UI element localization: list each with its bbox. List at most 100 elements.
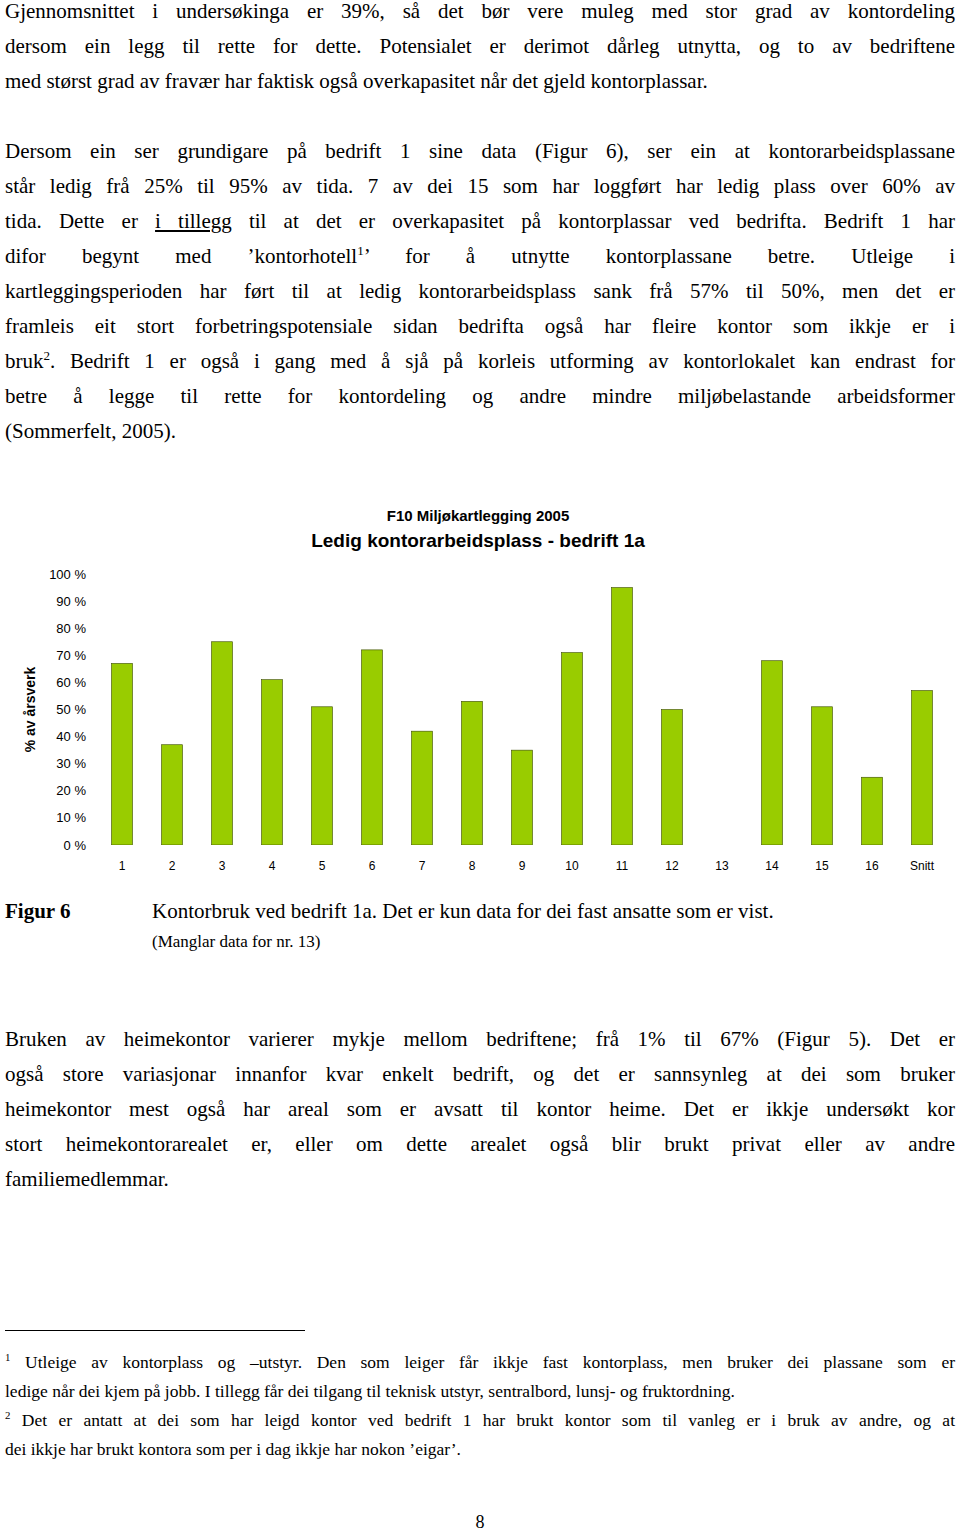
text-run: Gjennomsnittet i undersøkinga er 39%, så… [5, 0, 955, 23]
paragraph: Dersom ein ser grundigare på bedrift 1 s… [5, 134, 955, 449]
text-line: familiemedlemmar. [5, 1162, 955, 1197]
footnote-rule [5, 1330, 305, 1331]
text-run: stort heimekontorarealet er, eller om de… [5, 1132, 955, 1156]
footnote: 2 Det er antatt at dei som har leigd kon… [5, 1406, 955, 1464]
bar [762, 661, 783, 845]
text-run: Dersom ein ser grundigare på bedrift 1 s… [5, 139, 955, 163]
x-tick-label: 14 [765, 859, 779, 873]
text-run: ’ for å utnytte kontorplassane betre. Ut… [364, 244, 955, 268]
text-line: med størst grad av fravær har faktisk og… [5, 64, 955, 99]
page: { "paragraphs": [ {"lines": [ ["Gjennoms… [0, 0, 960, 1533]
x-tick-label: 5 [319, 859, 326, 873]
text-run: også store variasjonar innanfor kvar enk… [5, 1062, 955, 1086]
text-run: står ledig frå 25% til 95% av tida. 7 av… [5, 174, 955, 198]
y-tick-label: 40 % [56, 729, 86, 744]
bar [112, 663, 133, 845]
text-run: Utleige av kontorplass og –utstyr. Den s… [10, 1352, 955, 1372]
text-line: dei ikkje har brukt kontora som per i da… [5, 1435, 955, 1464]
text-run: . Bedrift 1 er også i gang med å sjå på … [50, 349, 955, 373]
x-tick-label: 11 [616, 859, 629, 873]
y-axis-label: % av årsverk [22, 666, 38, 752]
y-tick-label: 70 % [56, 648, 86, 663]
text-run: (Sommerfelt, 2005). [5, 419, 176, 443]
text-line: Dersom ein ser grundigare på bedrift 1 s… [5, 134, 955, 169]
text-line: også store variasjonar innanfor kvar enk… [5, 1057, 955, 1092]
text-run: Bruken av heimekontor varierer mykje mel… [5, 1027, 955, 1051]
text-run: framleis eit stort forbetringspotensiale… [5, 314, 955, 338]
chart-title: Ledig kontorarbeidsplass - bedrift 1a [311, 530, 645, 551]
underlined-text: i tillegg [155, 209, 232, 233]
text-run: ledige når dei kjem på jobb. I tillegg f… [5, 1381, 735, 1401]
text-run: betre å legge til rette for kontordeling… [5, 384, 955, 408]
x-tick-label: 6 [369, 859, 376, 873]
bar [362, 650, 383, 845]
x-tick-label: Snitt [910, 859, 935, 873]
text-line: bruk2. Bedrift 1 er også i gang med å sj… [5, 344, 955, 379]
x-tick-label: 9 [519, 859, 526, 873]
text-run: Det er antatt at dei som har leigd konto… [10, 1410, 955, 1430]
text-line: betre å legge til rette for kontordeling… [5, 379, 955, 414]
y-tick-label: 100 % [49, 567, 86, 582]
bar [562, 653, 583, 845]
bar [262, 680, 283, 845]
text-line: står ledig frå 25% til 95% av tida. 7 av… [5, 169, 955, 204]
bar [212, 642, 233, 845]
y-tick-label: 60 % [56, 675, 86, 690]
x-tick-label: 8 [469, 859, 476, 873]
x-tick-label: 4 [269, 859, 276, 873]
x-tick-label: 10 [565, 859, 579, 873]
x-tick-label: 2 [169, 859, 176, 873]
page-number: 8 [0, 1512, 960, 1533]
text-run: tida. Dette er [5, 209, 155, 233]
paragraph: Bruken av heimekontor varierer mykje mel… [5, 1022, 955, 1197]
text-run: kartleggingsperioden har ført til at led… [5, 279, 955, 303]
x-tick-label: 13 [715, 859, 729, 873]
bar [412, 731, 433, 845]
footnote-ref: 2 [44, 348, 51, 363]
text-line: framleis eit stort forbetringspotensiale… [5, 309, 955, 344]
bar [812, 707, 833, 845]
text-line: tida. Dette er i tillegg til at det er o… [5, 204, 955, 239]
text-run: difor begynt med ’kontorhotell [5, 244, 357, 268]
bar [462, 701, 483, 845]
text-line: heimekontor mest også har areal som er a… [5, 1092, 955, 1127]
text-line: ledige når dei kjem på jobb. I tillegg f… [5, 1377, 955, 1406]
footnote-ref: 1 [5, 1351, 10, 1363]
x-tick-label: 3 [219, 859, 226, 873]
x-tick-label: 16 [865, 859, 879, 873]
text-run: bruk [5, 349, 44, 373]
chart-supertitle: F10 Miljøkartlegging 2005 [387, 507, 570, 524]
text-run: heimekontor mest også har areal som er a… [5, 1097, 955, 1121]
y-tick-label: 10 % [56, 810, 86, 825]
bar [162, 745, 183, 845]
bar [612, 588, 633, 845]
bar [662, 710, 683, 846]
footnote-ref: 2 [5, 1409, 10, 1421]
text-line: 2 Det er antatt at dei som har leigd kon… [5, 1406, 955, 1435]
text-run: dei ikkje har brukt kontora som per i da… [5, 1439, 461, 1459]
y-tick-label: 50 % [56, 702, 86, 717]
text-run: med størst grad av fravær har faktisk og… [5, 69, 708, 93]
text-line: (Sommerfelt, 2005). [5, 414, 955, 449]
paragraph: Gjennomsnittet i undersøkinga er 39%, så… [5, 0, 955, 99]
x-tick-label: 12 [665, 859, 679, 873]
text-line: difor begynt med ’kontorhotell1’ for å u… [5, 239, 955, 274]
bar [912, 691, 933, 845]
y-tick-label: 80 % [56, 621, 86, 636]
y-tick-label: 0 % [64, 838, 87, 853]
text-run: til at det er overkapasitet på kontorpla… [232, 209, 955, 233]
bar [312, 707, 333, 845]
text-line: dersom ein legg til rette for dette. Pot… [5, 29, 955, 64]
x-tick-label: 1 [119, 859, 126, 873]
x-tick-label: 7 [419, 859, 426, 873]
bars [112, 588, 933, 845]
text-run: dersom ein legg til rette for dette. Pot… [5, 34, 955, 58]
text-line: 1 Utleige av kontorplass og –utstyr. Den… [5, 1348, 955, 1377]
bar [862, 777, 883, 845]
text-line: Bruken av heimekontor varierer mykje mel… [5, 1022, 955, 1057]
y-tick-label: 90 % [56, 594, 86, 609]
caption-label: Figur 6 [5, 899, 71, 924]
y-tick-label: 20 % [56, 783, 86, 798]
caption-text: Kontorbruk ved bedrift 1a. Det er kun da… [152, 899, 774, 924]
y-tick-label: 30 % [56, 756, 86, 771]
